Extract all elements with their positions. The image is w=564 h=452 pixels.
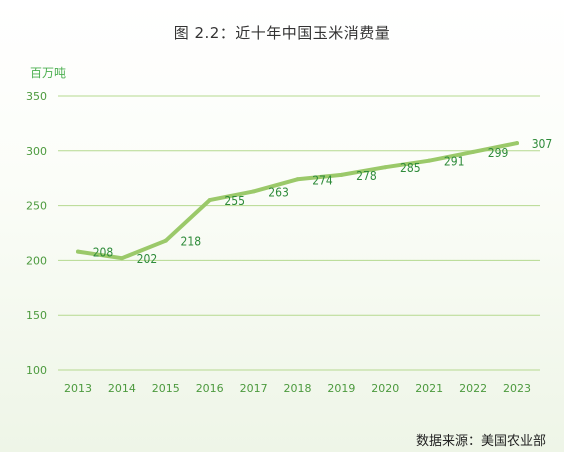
data-point-2013 (76, 249, 80, 254)
x-tick-label: 2013 (64, 382, 92, 395)
data-label-2020: 285 (400, 161, 421, 175)
data-point-2021 (427, 158, 432, 163)
data-point-2018 (295, 177, 300, 182)
data-label-2022: 299 (488, 146, 509, 160)
series-line-group (76, 141, 519, 261)
data-point-2022 (471, 149, 476, 154)
x-tick-label: 2023 (503, 382, 531, 395)
data-point-2020 (383, 165, 388, 170)
x-tick-label: 2021 (415, 382, 443, 395)
data-label-2014: 202 (137, 252, 158, 266)
data-label-2015: 218 (180, 235, 201, 249)
data-point-2019 (339, 172, 344, 177)
x-tick-label: 2020 (371, 382, 399, 395)
x-tick-label: 2014 (108, 382, 136, 395)
source-note: 数据来源：美国农业部 (415, 434, 546, 449)
data-point-2014 (119, 256, 124, 261)
x-tick-label: 2016 (196, 382, 224, 395)
grid-lines (58, 95, 540, 371)
x-tick-label: 2022 (459, 382, 487, 395)
data-label-2019: 278 (356, 169, 377, 183)
x-axis-ticks: 2013 2014 2015 2016 2017 2018 2019 2020 2021 2022… (64, 382, 531, 395)
x-tick-label: 2018 (284, 382, 312, 395)
data-label-2017: 263 (268, 185, 289, 199)
x-tick-label: 2017 (240, 382, 268, 395)
data-label-2013: 208 (93, 246, 114, 260)
x-tick-label: 2019 (327, 382, 355, 395)
y-axis-ticks: 100 150 200 250 300 350 (26, 90, 47, 377)
x-tick-label: 2015 (152, 382, 180, 395)
data-label-2021: 291 (444, 155, 465, 169)
data-point-2015 (163, 238, 168, 243)
y-tick-label: 200 (26, 254, 47, 267)
data-point-2023 (515, 141, 519, 146)
y-axis-unit-label: 百万吨 (30, 66, 67, 80)
data-point-2016 (207, 198, 212, 203)
chart-title: 图 2.2：近十年中国玉米消费量 (173, 24, 391, 42)
data-label-2016: 255 (224, 194, 245, 208)
y-tick-label: 150 (26, 309, 47, 322)
y-tick-label: 250 (26, 200, 47, 213)
y-tick-label: 350 (26, 90, 47, 103)
data-label-2018: 274 (312, 173, 333, 187)
y-tick-label: 300 (26, 145, 47, 158)
data-point-2017 (251, 189, 256, 194)
data-label-2023: 307 (532, 137, 553, 151)
y-tick-label: 100 (26, 364, 47, 377)
data-labels: 208 202 218 255 263 274 278 285 291 299 307 (93, 137, 553, 266)
